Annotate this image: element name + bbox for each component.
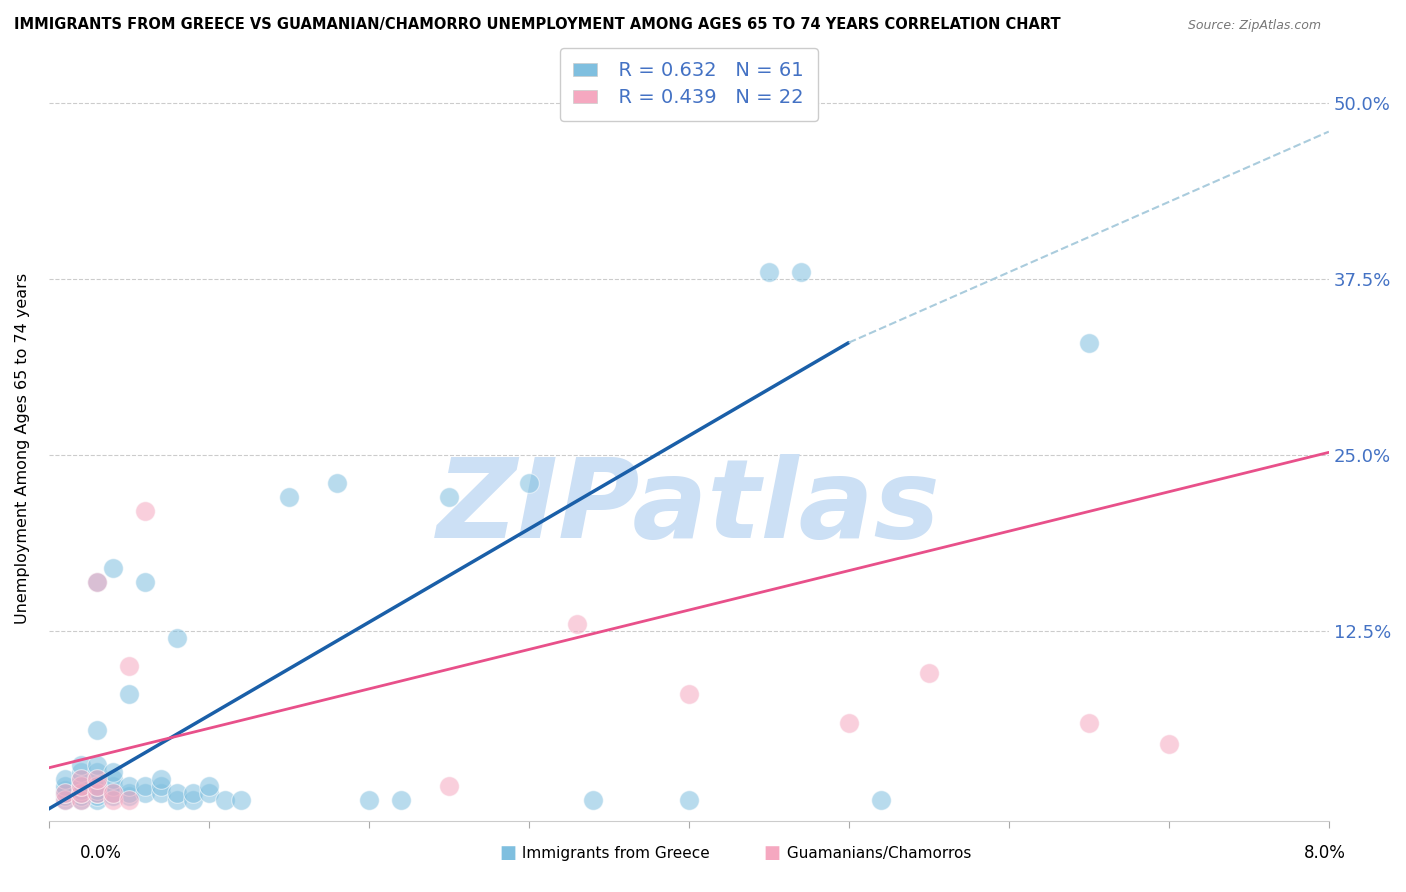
- Point: [149, 786, 172, 800]
- Point: [101, 560, 124, 574]
- Point: [53, 786, 76, 800]
- Point: [389, 793, 412, 807]
- Point: [69, 757, 91, 772]
- Point: [86, 783, 108, 797]
- Point: [149, 772, 172, 786]
- Point: [166, 631, 188, 645]
- Point: [118, 789, 141, 803]
- Point: [86, 779, 108, 793]
- Point: [181, 786, 204, 800]
- Point: [166, 793, 188, 807]
- Point: [101, 793, 124, 807]
- Point: [69, 764, 91, 779]
- Point: [229, 793, 252, 807]
- Point: [53, 789, 76, 803]
- Point: [181, 793, 204, 807]
- Text: Immigrants from Greece: Immigrants from Greece: [517, 847, 710, 861]
- Point: [758, 265, 780, 279]
- Text: ZIPatlas: ZIPatlas: [437, 454, 941, 561]
- Point: [53, 793, 76, 807]
- Point: [86, 574, 108, 589]
- Point: [53, 786, 76, 800]
- Text: 8.0%: 8.0%: [1303, 844, 1346, 862]
- Point: [53, 779, 76, 793]
- Point: [86, 789, 108, 803]
- Point: [69, 772, 91, 786]
- Point: [86, 757, 108, 772]
- Text: ■: ■: [763, 844, 780, 862]
- Point: [86, 723, 108, 737]
- Point: [134, 786, 156, 800]
- Point: [118, 793, 141, 807]
- Point: [101, 772, 124, 786]
- Point: [1077, 335, 1099, 350]
- Text: ■: ■: [499, 844, 516, 862]
- Point: [69, 779, 91, 793]
- Point: [357, 793, 380, 807]
- Point: [197, 779, 219, 793]
- Point: [86, 779, 108, 793]
- Point: [149, 779, 172, 793]
- Point: [1157, 737, 1180, 751]
- Point: [582, 793, 605, 807]
- Point: [86, 772, 108, 786]
- Point: [678, 793, 700, 807]
- Point: [214, 793, 236, 807]
- Point: [69, 786, 91, 800]
- Point: [118, 779, 141, 793]
- Point: [86, 793, 108, 807]
- Point: [790, 265, 813, 279]
- Point: [118, 659, 141, 673]
- Point: [118, 786, 141, 800]
- Point: [166, 786, 188, 800]
- Point: [838, 715, 860, 730]
- Point: [277, 491, 299, 505]
- Point: [678, 687, 700, 701]
- Point: [86, 764, 108, 779]
- Point: [101, 786, 124, 800]
- Legend:   R = 0.632   N = 61,   R = 0.439   N = 22: R = 0.632 N = 61, R = 0.439 N = 22: [560, 48, 818, 120]
- Text: 0.0%: 0.0%: [80, 844, 122, 862]
- Point: [86, 772, 108, 786]
- Point: [101, 786, 124, 800]
- Point: [437, 491, 460, 505]
- Point: [918, 666, 941, 681]
- Point: [53, 783, 76, 797]
- Point: [53, 772, 76, 786]
- Point: [69, 793, 91, 807]
- Y-axis label: Unemployment Among Ages 65 to 74 years: Unemployment Among Ages 65 to 74 years: [15, 273, 30, 624]
- Point: [69, 772, 91, 786]
- Point: [69, 783, 91, 797]
- Point: [118, 687, 141, 701]
- Point: [869, 793, 891, 807]
- Point: [134, 574, 156, 589]
- Point: [101, 764, 124, 779]
- Point: [134, 779, 156, 793]
- Point: [1077, 715, 1099, 730]
- Point: [53, 793, 76, 807]
- Point: [134, 504, 156, 518]
- Point: [101, 779, 124, 793]
- Point: [197, 786, 219, 800]
- Point: [565, 617, 588, 632]
- Text: IMMIGRANTS FROM GREECE VS GUAMANIAN/CHAMORRO UNEMPLOYMENT AMONG AGES 65 TO 74 YE: IMMIGRANTS FROM GREECE VS GUAMANIAN/CHAM…: [14, 17, 1060, 31]
- Point: [69, 779, 91, 793]
- Text: Source: ZipAtlas.com: Source: ZipAtlas.com: [1188, 19, 1322, 31]
- Point: [437, 779, 460, 793]
- Point: [326, 476, 349, 491]
- Point: [86, 786, 108, 800]
- Point: [517, 476, 540, 491]
- Point: [69, 786, 91, 800]
- Point: [86, 574, 108, 589]
- Text: Guamanians/Chamorros: Guamanians/Chamorros: [782, 847, 972, 861]
- Point: [69, 789, 91, 803]
- Point: [86, 786, 108, 800]
- Point: [101, 789, 124, 803]
- Point: [69, 793, 91, 807]
